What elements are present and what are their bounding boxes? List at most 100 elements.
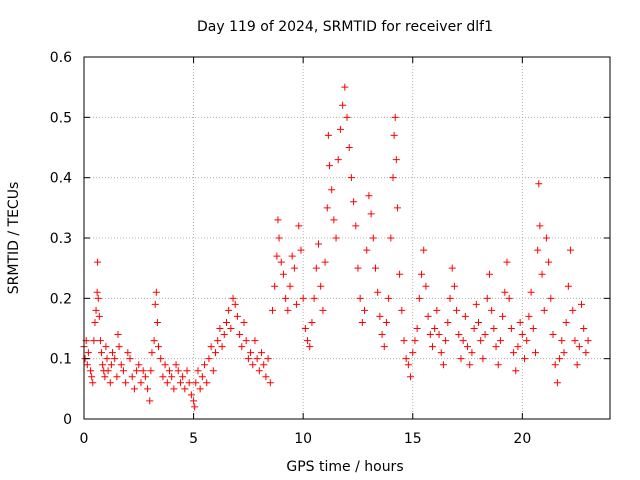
data-point — [301, 325, 309, 332]
data-point — [391, 113, 399, 121]
data-point — [582, 349, 590, 357]
data-point — [124, 349, 132, 357]
data-point — [569, 306, 577, 314]
data-point — [525, 312, 533, 320]
data-point — [207, 343, 215, 351]
data-point — [402, 355, 410, 363]
data-point — [277, 258, 285, 266]
data-point — [367, 210, 375, 218]
data-point — [98, 349, 106, 357]
data-point — [119, 367, 127, 375]
data-point — [233, 312, 241, 320]
chart-points — [80, 83, 592, 411]
data-point — [439, 361, 447, 369]
data-point — [317, 282, 325, 290]
y-tick-label: 0.3 — [50, 231, 72, 247]
data-point — [297, 246, 305, 254]
data-point — [251, 337, 259, 345]
data-point — [404, 361, 412, 369]
data-point — [205, 355, 213, 363]
data-point — [312, 264, 320, 272]
data-point — [191, 403, 199, 411]
data-point — [442, 337, 450, 345]
data-point — [428, 343, 436, 351]
data-point — [240, 318, 248, 326]
data-point — [229, 294, 237, 302]
data-point — [365, 192, 373, 200]
data-point — [249, 361, 257, 369]
x-tick-label: 20 — [513, 431, 531, 447]
data-point — [358, 318, 366, 326]
data-point — [578, 300, 586, 308]
data-point — [279, 270, 287, 278]
data-point — [479, 355, 487, 363]
data-point — [201, 361, 209, 369]
data-point — [325, 162, 333, 170]
x-tick-label: 10 — [294, 431, 312, 447]
data-point — [266, 379, 274, 387]
y-tick-label: 0.1 — [50, 352, 72, 368]
data-point — [218, 343, 226, 351]
data-point — [247, 349, 255, 357]
data-point — [315, 240, 323, 248]
data-point — [273, 252, 281, 260]
data-point — [345, 144, 353, 151]
data-point — [87, 367, 95, 375]
data-point — [255, 367, 263, 375]
data-point — [92, 306, 100, 314]
data-point — [306, 343, 314, 351]
data-point — [464, 343, 472, 351]
data-point — [147, 367, 155, 375]
data-point — [580, 325, 588, 332]
data-point — [299, 294, 307, 302]
data-point — [83, 361, 91, 369]
data-point — [424, 312, 432, 320]
data-point — [159, 373, 167, 381]
chart-ticks — [83, 56, 610, 420]
data-point — [88, 373, 96, 381]
data-point — [483, 294, 491, 302]
data-point — [187, 391, 195, 399]
data-point — [185, 379, 193, 387]
data-point — [137, 379, 145, 387]
data-point — [382, 318, 390, 326]
data-point — [584, 337, 592, 345]
data-point — [111, 355, 119, 363]
data-point — [538, 270, 546, 278]
data-point — [128, 373, 136, 381]
data-point — [183, 367, 191, 375]
chart-title: Day 119 of 2024, SRMTID for receiver dlf… — [197, 19, 493, 35]
data-point — [564, 282, 572, 290]
data-point — [153, 318, 161, 326]
data-point — [545, 258, 553, 266]
data-point — [104, 367, 112, 375]
data-point — [99, 361, 107, 369]
data-point — [295, 222, 303, 230]
data-point — [330, 216, 338, 224]
data-point — [363, 246, 371, 254]
data-point — [556, 355, 564, 363]
data-point — [286, 282, 294, 290]
data-point — [106, 379, 114, 387]
y-tick-labels: 0 0.1 0.2 0.3 0.4 0.5 0.6 — [50, 50, 72, 428]
data-point — [135, 361, 143, 369]
x-tick-label: 5 — [189, 431, 198, 447]
data-point — [398, 306, 406, 314]
data-point — [536, 222, 544, 230]
data-point — [459, 337, 467, 345]
data-point — [108, 349, 116, 357]
data-point — [494, 361, 502, 369]
data-point — [553, 379, 561, 387]
data-point — [339, 101, 347, 109]
data-point — [96, 337, 104, 345]
data-point — [529, 325, 537, 332]
data-point — [170, 385, 178, 393]
data-point — [212, 349, 219, 357]
data-point — [496, 337, 504, 345]
data-point — [174, 367, 182, 375]
data-point — [571, 337, 579, 345]
data-point — [477, 337, 485, 345]
data-point — [264, 355, 272, 363]
